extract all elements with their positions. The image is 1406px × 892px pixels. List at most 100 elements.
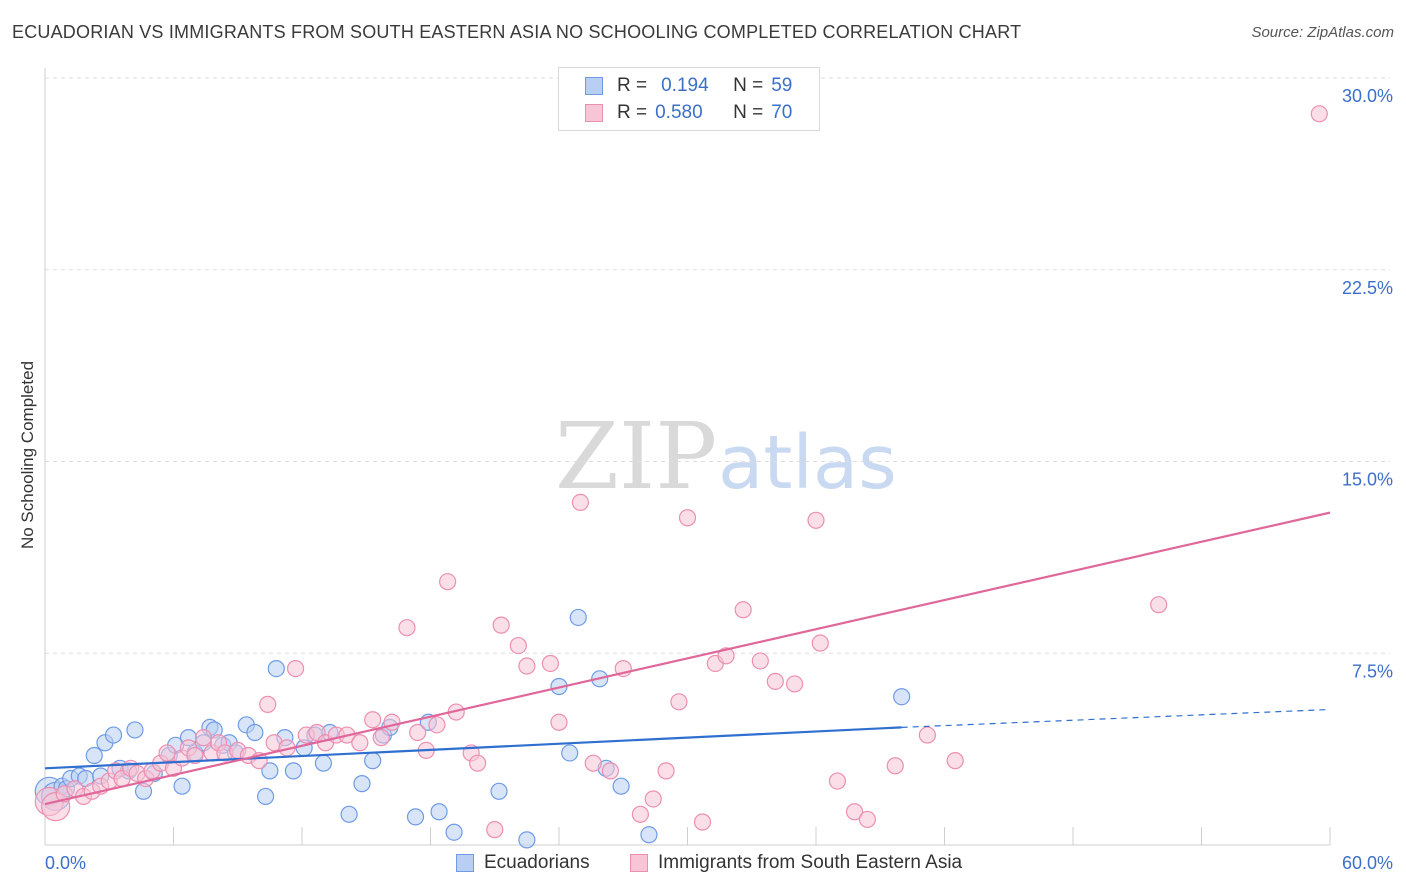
point-immigrants — [409, 723, 427, 742]
point-ecuadorians — [569, 608, 587, 627]
point-ecuadorians — [640, 826, 658, 844]
point-immigrants — [518, 657, 536, 675]
point-immigrants — [383, 713, 401, 731]
point-immigrants — [186, 746, 204, 765]
legend-n-value: 70 — [771, 102, 793, 123]
point-immigrants — [946, 752, 964, 770]
point-immigrants — [428, 716, 446, 734]
point-immigrants — [1150, 596, 1168, 614]
point-immigrants — [751, 652, 769, 670]
point-immigrants — [657, 762, 675, 780]
point-immigrants — [486, 821, 504, 839]
point-immigrants — [571, 493, 590, 512]
legend-r-value: 0.580 — [655, 102, 703, 123]
point-immigrants — [670, 693, 688, 711]
point-immigrants — [631, 805, 649, 823]
y-tick-label: 30.0% — [1342, 86, 1393, 106]
watermark-zip: ZIP — [555, 403, 717, 510]
point-immigrants — [644, 790, 662, 808]
point-ecuadorians — [612, 777, 630, 795]
legend-swatch-blue — [456, 854, 474, 872]
point-immigrants — [439, 573, 457, 591]
point-immigrants — [734, 601, 752, 619]
point-immigrants — [259, 695, 277, 713]
y-tick-label: 7.5% — [1352, 661, 1393, 681]
point-immigrants — [717, 647, 735, 665]
point-ecuadorians — [261, 762, 279, 780]
y-tick-label: 22.5% — [1342, 278, 1393, 298]
trendline-ecuadorians — [44, 726, 902, 770]
point-immigrants — [584, 754, 602, 772]
legend-r-value: 0.194 — [661, 75, 709, 96]
point-immigrants — [858, 810, 877, 829]
point-ecuadorians — [104, 726, 123, 744]
legend-label: Ecuadorians — [484, 852, 590, 873]
legend-row-ecuadorians: R = 0.194 N = 59 — [585, 74, 792, 98]
legend-row-immigrants: R = 0.580 N = 70 — [585, 101, 792, 125]
point-immigrants — [845, 803, 864, 821]
point-ecuadorians — [518, 831, 536, 849]
point-immigrants — [918, 726, 936, 744]
point-ecuadorians — [246, 723, 264, 742]
point-ecuadorians — [284, 762, 303, 780]
point-ecuadorians — [267, 659, 285, 678]
point-ecuadorians — [256, 787, 275, 806]
point-immigrants — [886, 757, 904, 775]
bottom-legend-immigrants: Immigrants from South Eastern Asia — [630, 852, 962, 874]
legend-label: Immigrants from South Eastern Asia — [658, 852, 963, 873]
watermark-atlas: atlas — [718, 420, 897, 506]
point-immigrants — [828, 772, 847, 790]
point-ecuadorians — [430, 803, 448, 821]
point-ecuadorians — [445, 823, 463, 841]
point-immigrants — [398, 619, 416, 637]
y-tick-label: 15.0% — [1342, 470, 1393, 490]
trendline-ecuadorians-projection — [901, 708, 1331, 728]
point-immigrants — [286, 659, 305, 678]
legend-n-value: 59 — [771, 75, 793, 96]
point-immigrants — [1310, 105, 1328, 123]
legend-n-label: N = — [733, 75, 764, 96]
point-immigrants — [601, 762, 620, 780]
point-ecuadorians — [340, 805, 358, 823]
point-ecuadorians — [406, 808, 425, 826]
source-credit: Source: ZipAtlas.com — [1251, 24, 1394, 41]
point-immigrants — [158, 744, 176, 762]
point-ecuadorians — [314, 754, 333, 772]
point-immigrants — [785, 675, 804, 693]
point-immigrants — [811, 634, 829, 652]
point-immigrants — [492, 616, 510, 634]
point-immigrants — [372, 729, 390, 747]
point-immigrants — [194, 729, 213, 747]
x-tick-label: 60.0% — [1342, 853, 1393, 873]
point-immigrants — [807, 511, 825, 529]
correlation-legend: R = 0.194 N = 59 R = 0.580 N = 70 — [558, 67, 820, 131]
point-ecuadorians — [85, 746, 103, 765]
point-immigrants — [693, 813, 712, 831]
point-immigrants — [351, 734, 369, 752]
point-ecuadorians — [490, 782, 508, 800]
legend-r-label: R = — [617, 75, 648, 96]
point-immigrants — [766, 672, 784, 690]
legend-swatch-pink — [585, 104, 603, 122]
point-immigrants — [541, 654, 560, 673]
trendline-immigrants — [44, 511, 1331, 806]
point-ecuadorians — [893, 688, 911, 706]
point-immigrants — [678, 509, 697, 527]
x-tick-label: 0.0% — [45, 853, 86, 873]
point-ecuadorians — [364, 752, 382, 770]
chart-title: ECUADORIAN VS IMMIGRANTS FROM SOUTH EAST… — [12, 22, 1022, 42]
legend-swatch-pink — [630, 854, 648, 872]
bottom-legend-ecuadorians: Ecuadorians — [456, 852, 590, 874]
point-ecuadorians — [126, 721, 144, 739]
legend-swatch-blue — [585, 77, 603, 95]
legend-r-label: R = — [617, 102, 648, 123]
point-ecuadorians — [173, 777, 191, 795]
point-immigrants — [469, 754, 487, 772]
point-ecuadorians — [353, 775, 371, 793]
point-ecuadorians — [561, 744, 579, 762]
point-immigrants — [364, 711, 382, 729]
point-immigrants — [550, 713, 568, 731]
point-immigrants — [509, 636, 527, 655]
legend-n-label: N = — [733, 102, 764, 123]
